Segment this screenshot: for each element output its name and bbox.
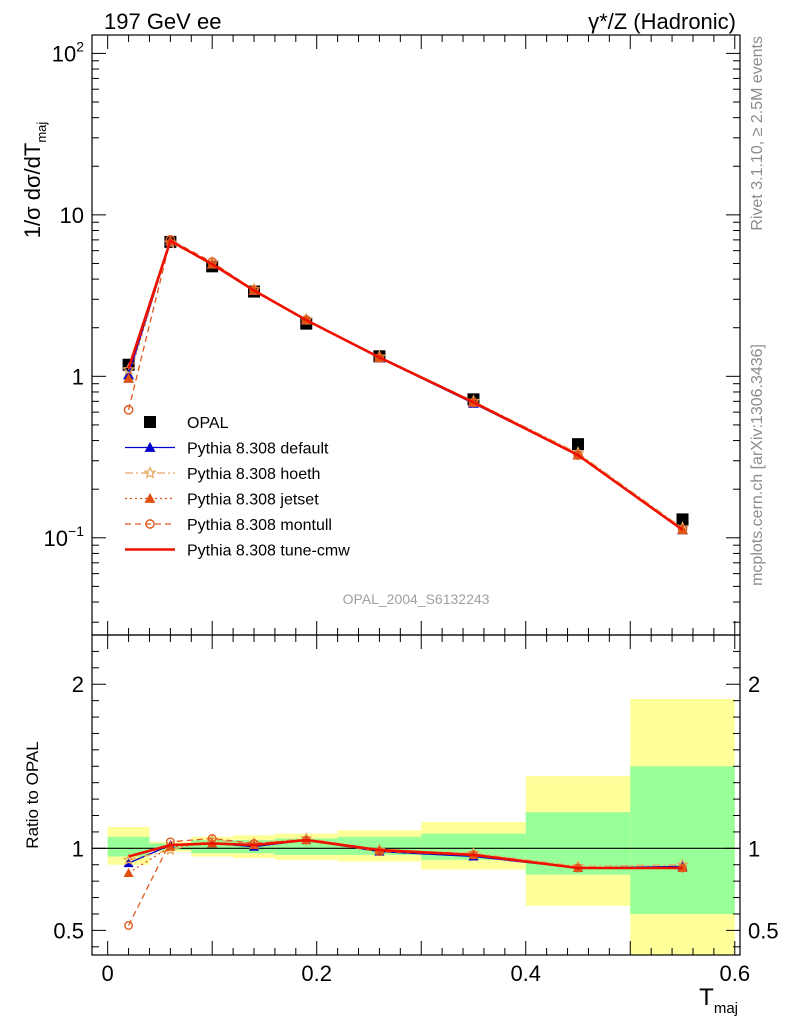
legend-entry-jetset: Pythia 8.308 jetset	[125, 492, 319, 509]
main-point-montull	[123, 405, 134, 415]
ratio-ytick-label-right: 0.5	[748, 918, 779, 943]
legend-label-montull: Pythia 8.308 montull	[187, 517, 332, 534]
legend-label-cmw: Pythia 8.308 tune-cmw	[187, 543, 350, 560]
ratio-point-montull	[124, 921, 134, 930]
rivet-label: Rivet 3.1.10, ≥ 2.5M events	[749, 36, 766, 231]
legend-entry-montull: Pythia 8.308 montull	[125, 517, 332, 534]
ratio-uncertainty-bands	[107, 699, 735, 955]
header-right: γ*/Z (Hadronic)	[588, 9, 736, 34]
legend-label-jetset: Pythia 8.308 jetset	[187, 492, 319, 509]
main-ytick-label: 10−1	[44, 523, 85, 551]
main-point-hoeth	[121, 362, 136, 376]
main-series-cmw	[127, 238, 684, 531]
legend-entry-opal: OPAL	[144, 415, 229, 432]
main-point-montull	[374, 353, 385, 363]
series-line-cmw	[127, 238, 684, 531]
legend-marker-opal	[144, 416, 156, 428]
ratio-ytick-label: 1	[72, 836, 84, 861]
ratio-ytick-label: 0.5	[53, 918, 84, 943]
legend-label-opal: OPAL	[187, 415, 229, 432]
main-ytick-label: 1	[72, 364, 84, 389]
ratio-panel: 0.5 0.5 1 1 2 2 0 0.2 0.4 0.6	[53, 634, 779, 986]
header-left: 197 GeV ee	[104, 9, 221, 34]
xtick-label: 0	[102, 961, 114, 986]
xtick-label: 0.6	[719, 961, 750, 986]
main-ytick-label: 10	[60, 203, 84, 228]
ratio-point-hoeth	[122, 853, 135, 866]
ratio-band-inner	[630, 766, 735, 914]
main-point-montull	[301, 315, 312, 325]
main-point-opal	[676, 513, 689, 526]
ratio-ytick-label: 2	[72, 672, 84, 697]
main-point-montull	[249, 285, 259, 295]
ratio-point-jetset	[677, 863, 688, 873]
legend-label-hoeth: Pythia 8.308 hoeth	[187, 466, 320, 483]
mcplots-label: mcplots.cern.ch [arXiv:1306.3436]	[749, 344, 766, 586]
legend-label-default: Pythia 8.308 default	[187, 441, 329, 458]
series-line-jetset	[127, 239, 683, 531]
ratio-point-montull	[249, 838, 259, 848]
main-point-montull	[677, 524, 688, 535]
ratio-ylabel: Ratio to OPAL	[23, 741, 42, 848]
legend-marker-default	[144, 442, 156, 452]
legend-entry-hoeth: Pythia 8.308 hoeth	[125, 465, 320, 483]
main-point-montull	[573, 450, 583, 460]
main-point-montull	[468, 397, 479, 408]
legend: OPAL Pythia 8.308 default Pythia 8.308 hoe…	[125, 415, 350, 560]
main-series-default	[123, 235, 689, 535]
xtick-label: 0.2	[301, 961, 332, 986]
ratio-band-inner	[107, 836, 150, 857]
series-line-cmw	[128, 838, 683, 870]
legend-marker-montull	[145, 519, 155, 529]
main-point-jetset	[123, 372, 135, 383]
ratio-point-montull	[374, 847, 384, 857]
series-line-hoeth	[127, 241, 683, 529]
ratio-ytick-label-right: 2	[748, 672, 760, 697]
ratio-series-cmw	[128, 838, 683, 870]
ratio-frame	[91, 634, 741, 956]
legend-entry-cmw: Pythia 8.308 tune-cmw	[125, 543, 350, 560]
xtick-label: 0.4	[510, 961, 541, 986]
series-line-montull	[127, 238, 683, 530]
series-line-default	[127, 240, 683, 531]
analysis-watermark: OPAL_2004_S6132243	[343, 591, 490, 607]
main-ylabel: 1/σ dσ/dTmaj	[20, 122, 49, 239]
main-ytick-label: 102	[52, 38, 84, 66]
xlabel: Tmaj	[699, 984, 738, 1017]
main-series-jetset	[123, 235, 689, 535]
legend-marker-jetset	[144, 493, 156, 503]
main-series-hoeth	[121, 235, 690, 534]
ratio-ytick-label-right: 1	[748, 836, 760, 861]
ratio-point-jetset	[123, 867, 134, 877]
main-series-montull	[123, 235, 688, 535]
main-panel: 10−1 1 10 102	[44, 34, 741, 636]
legend-marker-hoeth	[143, 465, 157, 479]
legend-entry-default: Pythia 8.308 default	[125, 441, 329, 458]
main-point-opal	[572, 438, 584, 451]
ratio-series-montull	[124, 834, 687, 930]
